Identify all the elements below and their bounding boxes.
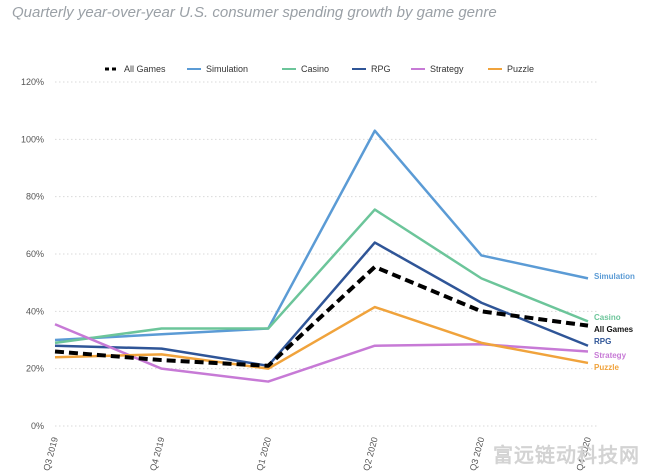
series-line-simulation <box>54 129 589 342</box>
legend-label: Simulation <box>206 64 248 74</box>
end-label-casino: Casino <box>594 313 621 322</box>
end-label-puzzle: Puzzle <box>594 363 619 372</box>
y-tick-label: 40% <box>26 306 44 316</box>
x-tick-label: Q1 2020 <box>255 436 274 472</box>
series-lines <box>54 129 589 383</box>
end-label-all-games: All Games <box>594 325 634 334</box>
y-tick-label: 100% <box>21 134 44 144</box>
y-tick-label: 120% <box>21 77 44 87</box>
end-label-rpg: RPG <box>594 337 611 346</box>
y-axis-ticks: 0% 20% 40% 60% 80% 100% 120% <box>21 77 44 431</box>
end-label-simulation: Simulation <box>594 272 635 281</box>
x-tick-label: Q3 2019 <box>41 436 60 472</box>
legend-label: Strategy <box>430 64 464 74</box>
legend-label: Casino <box>301 64 329 74</box>
x-tick-label: Q2 2020 <box>361 436 380 472</box>
y-tick-label: 0% <box>31 421 44 431</box>
chart-title: Quarterly year-over-year U.S. consumer s… <box>12 4 497 21</box>
legend-label: Puzzle <box>507 64 534 74</box>
series-line-rpg <box>54 241 589 368</box>
series-line-casino <box>54 208 589 345</box>
watermark: 富远链动科技网 <box>493 443 640 467</box>
y-tick-label: 80% <box>26 192 44 202</box>
series-end-labels: All Games Simulation Casino RPG Strategy Puzz… <box>594 272 635 372</box>
legend-label: All Games <box>124 64 166 74</box>
grid-lines <box>55 81 598 427</box>
y-tick-label: 60% <box>26 249 44 259</box>
legend: All Games Simulation Casino RPG Strategy Puzz… <box>105 64 534 74</box>
x-tick-label: Q3 2020 <box>468 436 487 472</box>
y-tick-label: 20% <box>26 364 44 374</box>
series-line-puzzle <box>54 305 589 370</box>
legend-label: RPG <box>371 64 391 74</box>
end-label-strategy: Strategy <box>594 351 627 360</box>
series-line-all-games <box>54 264 589 368</box>
x-tick-label: Q4 2019 <box>148 436 167 472</box>
